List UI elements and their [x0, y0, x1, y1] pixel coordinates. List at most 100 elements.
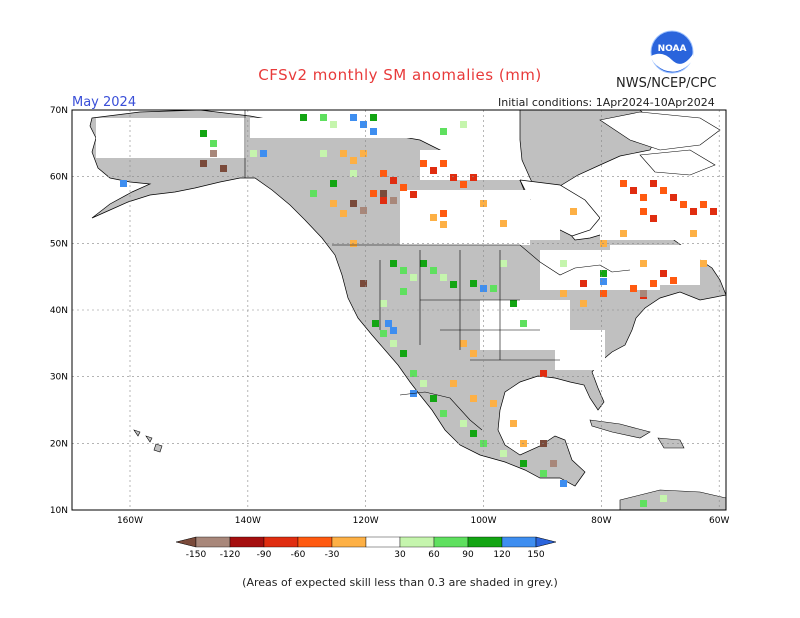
anomaly-cell — [640, 260, 647, 267]
anomaly-cell — [490, 400, 497, 407]
noaa-logo: NOAA — [650, 30, 694, 74]
anomaly-cell — [372, 320, 379, 327]
anomaly-cell — [350, 157, 357, 164]
anomaly-cell — [385, 320, 392, 327]
colorbar-label: 30 — [394, 550, 406, 560]
anomaly-cell — [380, 300, 387, 307]
anomaly-cell — [700, 260, 707, 267]
anomaly-cell — [500, 450, 507, 457]
anomaly-cell — [650, 280, 657, 287]
colorbar-segment — [331, 536, 367, 548]
anomaly-cell — [450, 174, 457, 181]
anomaly-cell — [350, 170, 357, 177]
anomaly-cell — [440, 221, 447, 228]
graticule — [72, 110, 726, 510]
colorbar-segment — [365, 536, 401, 548]
anomaly-cell — [600, 270, 607, 277]
anomaly-cell — [430, 214, 437, 221]
anomaly-cell — [640, 500, 647, 507]
lat-label: 40N — [50, 306, 68, 316]
anomaly-cell — [210, 150, 217, 157]
anomaly-cell — [690, 230, 697, 237]
anomaly-cell — [420, 260, 427, 267]
organization-label: NWS/NCEP/CPC — [616, 76, 717, 91]
colorbar-label: -150 — [186, 550, 207, 560]
anomaly-cell — [430, 395, 437, 402]
anomaly-cell — [420, 380, 427, 387]
anomaly-cell — [370, 190, 377, 197]
anomaly-cell — [380, 170, 387, 177]
anomaly-cell — [610, 245, 700, 285]
anomaly-cell — [400, 267, 407, 274]
political-borders — [244, 110, 631, 431]
lat-label: 70N — [50, 106, 68, 116]
colorbar-segment — [297, 536, 333, 548]
lon-label: 60W — [709, 516, 729, 526]
lon-label: 80W — [591, 516, 611, 526]
anomaly-cell — [460, 181, 467, 188]
anomaly-cell — [340, 210, 347, 217]
anomaly-cells — [96, 114, 720, 507]
anomaly-cell — [600, 290, 607, 297]
anomaly-cell — [620, 180, 627, 187]
initial-conditions: Initial conditions: 1Apr2024-10Apr2024 — [498, 96, 715, 109]
anomaly-cell — [555, 330, 605, 370]
anomaly-cell — [200, 130, 207, 137]
hawaii-islands — [133, 429, 163, 453]
anomaly-cell — [390, 197, 397, 204]
anomaly-cell — [520, 320, 527, 327]
forecast-month: May 2024 — [72, 95, 137, 110]
anomaly-cell — [700, 201, 707, 208]
latitude-labels: 70N 60N 50N 40N 30N 20N 10N — [50, 106, 68, 516]
anomaly-cell — [420, 160, 427, 167]
anomaly-cell — [550, 460, 557, 467]
colorbar-segment — [263, 536, 299, 548]
anomaly-cell — [220, 165, 227, 172]
anomaly-cell — [450, 380, 457, 387]
lon-label: 160W — [117, 516, 143, 526]
anomaly-cell — [650, 215, 657, 222]
hispaniola-land — [657, 437, 685, 449]
anomaly-cell — [410, 274, 417, 281]
anomaly-cell — [470, 430, 477, 437]
anomaly-cell — [370, 114, 377, 121]
arctic-island-2 — [639, 149, 716, 176]
lat-label: 60N — [50, 173, 68, 183]
anomaly-cell — [430, 167, 437, 174]
anomaly-cell — [390, 327, 397, 334]
anomaly-cell — [620, 230, 627, 237]
colorbar-label: 150 — [527, 550, 544, 560]
anomaly-cell — [650, 180, 657, 187]
anomaly-cell — [500, 220, 507, 227]
anomaly-cell — [340, 150, 347, 157]
anomaly-cell — [410, 191, 417, 198]
anomaly-cell — [390, 260, 397, 267]
colorbar-label: 120 — [493, 550, 510, 560]
anomaly-cell — [400, 350, 407, 357]
anomaly-cell — [640, 194, 647, 201]
anomaly-cell — [710, 208, 717, 215]
anomaly-cell — [560, 480, 567, 487]
anomaly-cell — [330, 121, 337, 128]
lat-label: 30N — [50, 373, 68, 383]
anomaly-cell — [370, 128, 377, 135]
lon-label: 120W — [353, 516, 379, 526]
colorbar-segment — [467, 536, 503, 548]
anomaly-cell — [400, 184, 407, 191]
anomaly-cell — [360, 121, 367, 128]
anomaly-cell — [360, 280, 367, 287]
anomaly-cell — [480, 200, 487, 207]
cuba-land — [589, 419, 651, 439]
colorbar-segment — [229, 536, 265, 548]
anomaly-cell — [400, 288, 407, 295]
colorbar-segment — [195, 536, 231, 548]
colorbar-label: -60 — [291, 550, 306, 560]
anomaly-cell — [310, 190, 317, 197]
anomaly-cell — [470, 350, 477, 357]
colorbar-label: -30 — [325, 550, 340, 560]
colorbar-label: -120 — [220, 550, 241, 560]
anomaly-cell — [380, 190, 387, 197]
anomaly-cell — [440, 210, 447, 217]
arctic-island-1 — [599, 111, 721, 151]
anomaly-cell — [570, 208, 577, 215]
